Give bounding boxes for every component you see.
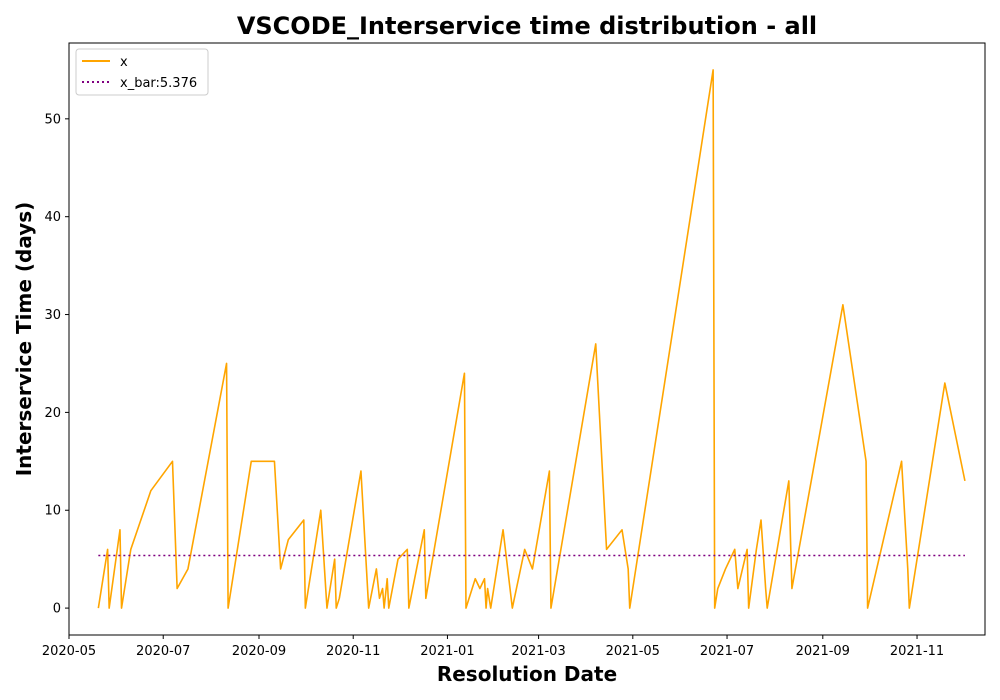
series-layer [97, 69, 966, 609]
plot-area [68, 42, 986, 636]
y-axis-label: Interservice Time (days) [12, 202, 36, 477]
x-axis: 2020-05 2020-07 2020-09 2020-11 2021-01 2021-… [42, 635, 944, 659]
x-tick-label: 2021-09 [796, 644, 850, 659]
x-tick-label: 2021-01 [420, 644, 474, 659]
series-line-x [97, 69, 966, 609]
x-tick-label: 2020-05 [42, 644, 96, 659]
x-tick-label: 2021-11 [890, 644, 944, 659]
y-tick-label: 40 [44, 210, 61, 225]
x-axis-label: Resolution Date [437, 662, 617, 686]
x-tick-label: 2021-07 [700, 644, 754, 659]
y-axis: 0 10 20 30 40 50 [44, 112, 69, 617]
y-tick-label: 10 [44, 504, 61, 519]
x-tick-label: 2021-03 [511, 644, 565, 659]
chart-title: VSCODE_Interservice time distribution - … [237, 12, 817, 40]
x-tick-label: 2020-09 [232, 644, 286, 659]
x-tick-label: 2021-05 [606, 644, 660, 659]
legend-label-x-bar: x_bar:5.376 [120, 76, 197, 91]
y-tick-label: 20 [44, 406, 61, 421]
legend-label-x: x [120, 55, 128, 70]
x-tick-label: 2020-11 [326, 644, 380, 659]
y-tick-label: 50 [44, 112, 61, 127]
legend: x x_bar:5.376 [75, 48, 209, 96]
x-tick-label: 2020-07 [136, 644, 190, 659]
y-tick-label: 0 [53, 602, 61, 617]
y-tick-label: 30 [44, 308, 61, 323]
